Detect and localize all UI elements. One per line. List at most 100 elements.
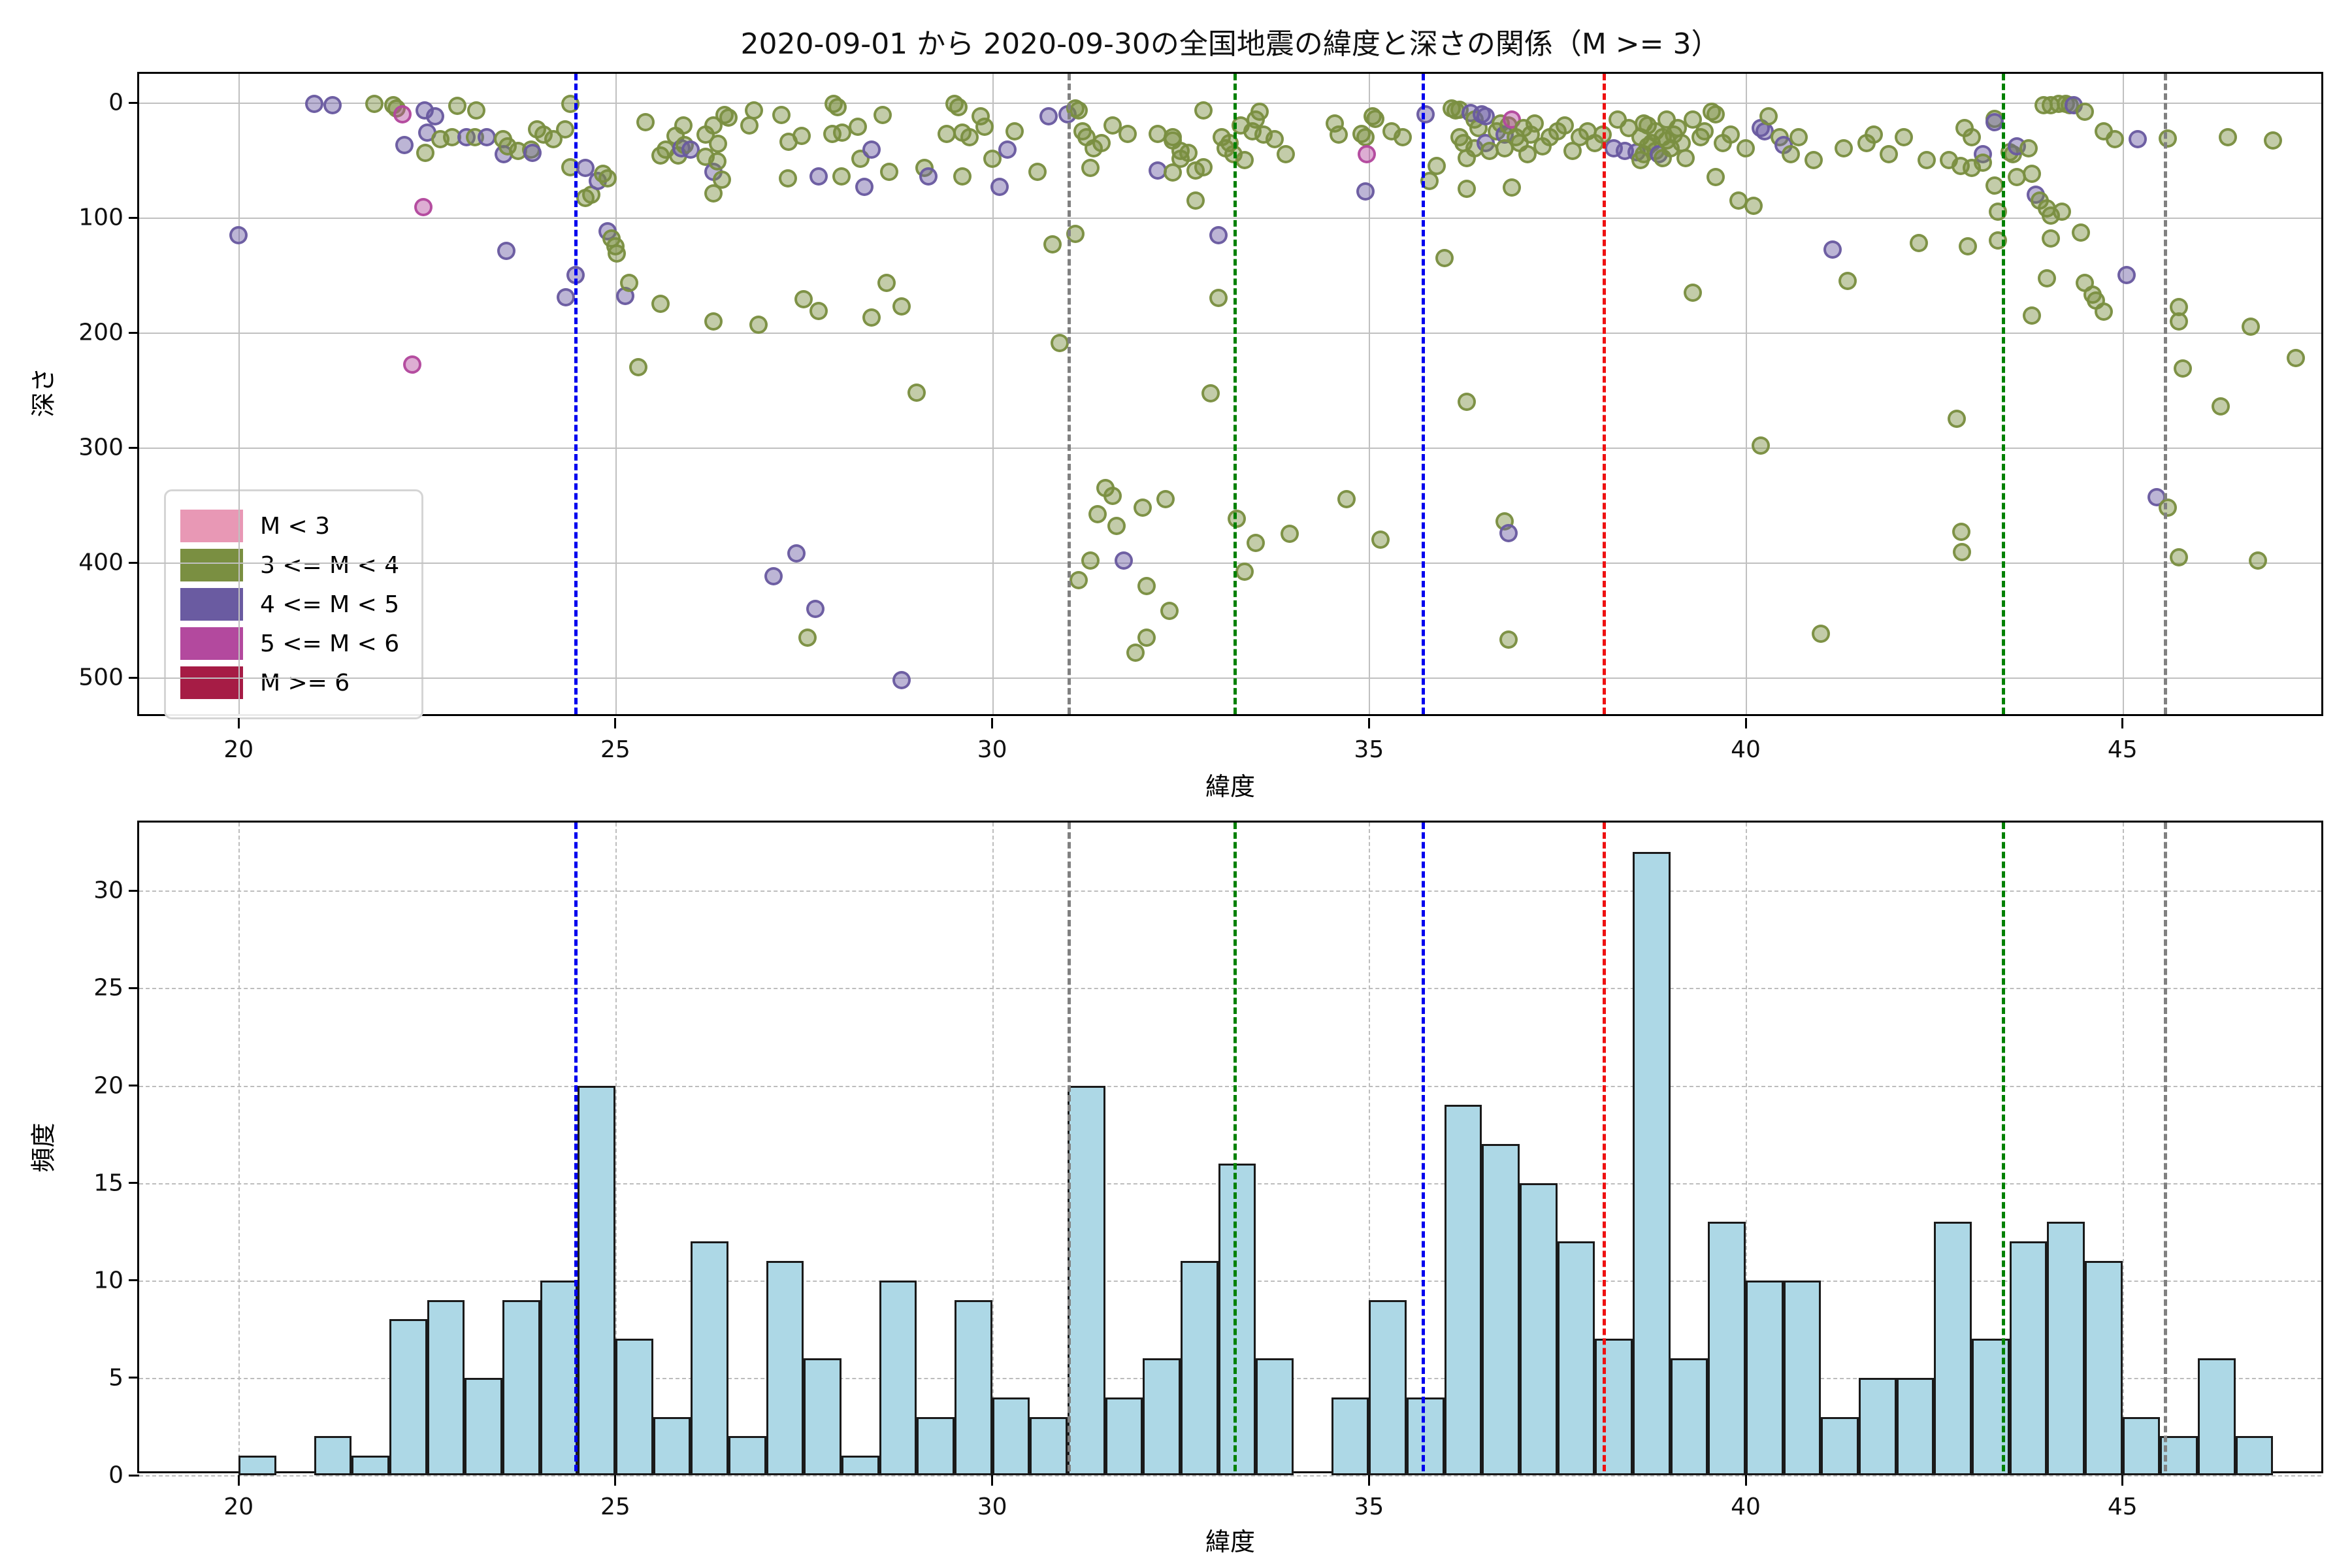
gridline-x [238, 823, 240, 1471]
gridline-x [1369, 74, 1371, 714]
histogram-bar [314, 1436, 352, 1475]
scatter-point [1081, 551, 1100, 570]
scatter-point [998, 140, 1017, 159]
scatter-point [1371, 531, 1390, 549]
legend-swatch [180, 510, 243, 542]
scatter-point [1186, 191, 1205, 210]
reference-vline [1067, 823, 1071, 1471]
y-tick-label: 400 [78, 549, 123, 576]
scatter-point [1179, 144, 1198, 163]
scatter-point [1706, 105, 1725, 123]
scatter-point [555, 120, 574, 139]
scatter-point [1005, 122, 1024, 141]
y-tick-label: 500 [78, 664, 123, 691]
histogram-bar [1180, 1260, 1218, 1475]
scatter-point [960, 127, 979, 146]
scatter-point [1721, 125, 1740, 144]
scatter-point [544, 130, 563, 149]
scatter-point [1947, 410, 1966, 429]
scatter-point [2076, 103, 2095, 122]
scatter-point [2023, 306, 2042, 325]
histogram-bar [728, 1436, 766, 1475]
histogram-bar [351, 1456, 389, 1475]
y-tick [129, 446, 139, 449]
scatter-point [1744, 197, 1763, 216]
y-tick-label: 300 [78, 434, 123, 461]
scatter-point [466, 101, 485, 120]
scatter-point [393, 105, 412, 123]
histogram-bar [1256, 1358, 1294, 1475]
x-tick-label: 30 [977, 1494, 1007, 1520]
scatter-point [2219, 127, 2238, 146]
scatter-point [2170, 547, 2189, 566]
scatter-point [1201, 384, 1220, 403]
scatter-point [806, 599, 825, 618]
scatter-point [1974, 153, 1993, 172]
scatter-point [1428, 156, 1446, 175]
histogram-bar [1821, 1416, 1859, 1475]
x-tick [237, 718, 240, 728]
scatter-point [809, 167, 828, 186]
scatter-point [1503, 178, 1522, 197]
scatter-point [1357, 145, 1376, 164]
scatter-point [1706, 168, 1725, 187]
scatter-point [229, 225, 248, 244]
gridline-x [1746, 74, 1748, 714]
gridline-y [139, 448, 2321, 449]
scatter-point [1330, 125, 1348, 144]
legend-label: 3 <= M < 4 [260, 551, 400, 579]
scatter-point [855, 177, 874, 196]
histogram-bar [879, 1280, 917, 1475]
reference-vline [2002, 74, 2006, 714]
y-tick [129, 1377, 139, 1379]
histogram-bar [766, 1260, 804, 1475]
y-tick [129, 101, 139, 104]
y-tick-label: 30 [93, 877, 123, 904]
histogram-bar [615, 1339, 653, 1475]
x-tick [237, 1475, 240, 1486]
scatter-point [1695, 122, 1714, 141]
histogram-bar [1896, 1377, 1935, 1475]
scatter-point [919, 167, 938, 186]
histogram-bar [2085, 1260, 2123, 1475]
scatter-point [2128, 130, 2147, 149]
scatter-point [1416, 105, 1435, 123]
histogram-bar [992, 1397, 1030, 1475]
x-tick-label: 45 [2107, 736, 2138, 763]
scatter-point [975, 117, 994, 136]
histogram-bar [1595, 1339, 1633, 1475]
scatter-point [1281, 525, 1299, 544]
histogram-bar [1482, 1144, 1520, 1475]
scatter-point [448, 97, 466, 116]
scatter-point [949, 98, 968, 117]
scatter-point [1235, 563, 1254, 581]
histogram-bar [238, 1456, 276, 1475]
scatter-ylabel: 深さ [29, 367, 58, 417]
histogram-bar [1331, 1397, 1369, 1475]
legend-label: 4 <= M < 5 [260, 591, 400, 618]
x-tick-label: 35 [1354, 736, 1384, 763]
scatter-point [2094, 302, 2113, 321]
histogram-bar [1557, 1241, 1595, 1475]
histogram-bar [1067, 1085, 1105, 1475]
scatter-point [1081, 159, 1100, 178]
scatter-point [1959, 237, 1978, 256]
reference-vline [1602, 74, 1606, 714]
scatter-point [828, 98, 847, 117]
histogram-bar [2009, 1241, 2048, 1475]
scatter-point [636, 112, 655, 131]
scatter-point [2158, 498, 2177, 517]
y-tick-label: 25 [93, 974, 123, 1002]
scatter-point [712, 170, 731, 189]
scatter-point [416, 144, 435, 163]
x-tick [1367, 718, 1370, 728]
scatter-point [2072, 223, 2091, 242]
y-tick-label: 20 [93, 1072, 123, 1100]
histogram-bar [1934, 1222, 1972, 1475]
scatter-point [608, 244, 627, 263]
scatter-point [1458, 180, 1477, 199]
scatter-point [2158, 129, 2177, 148]
scatter-point [1235, 151, 1254, 170]
scatter-point [787, 544, 806, 563]
scatter-point [651, 295, 670, 314]
